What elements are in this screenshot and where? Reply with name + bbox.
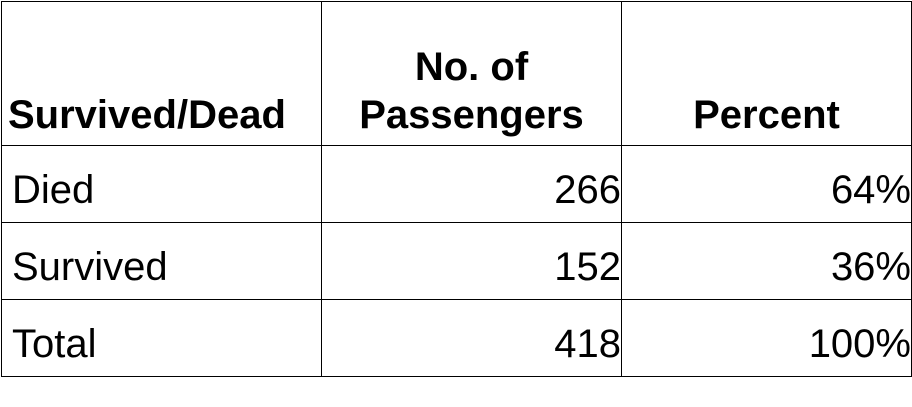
header-no-of-passengers-line2: Passengers bbox=[359, 93, 584, 137]
header-row: Survived/Dead No. of Passengers Percent bbox=[1, 1, 912, 146]
row-percent: 64% bbox=[621, 145, 912, 223]
header-survived-dead: Survived/Dead bbox=[1, 1, 322, 146]
survival-table: Survived/Dead No. of Passengers Percent … bbox=[1, 1, 912, 377]
row-label: Survived bbox=[1, 222, 322, 300]
row-label: Died bbox=[1, 145, 322, 223]
table-row-total: Total 418 100% bbox=[1, 299, 912, 377]
row-label: Total bbox=[1, 299, 322, 377]
row-passengers: 266 bbox=[321, 145, 622, 223]
header-percent: Percent bbox=[621, 1, 912, 146]
row-percent: 36% bbox=[621, 222, 912, 300]
header-no-of-passengers-line1: No. of bbox=[414, 45, 529, 89]
row-passengers: 418 bbox=[321, 299, 622, 377]
table-row-survived: Survived 152 36% bbox=[1, 222, 912, 300]
row-passengers: 152 bbox=[321, 222, 622, 300]
header-no-of-passengers: No. of Passengers bbox=[321, 1, 622, 146]
row-percent: 100% bbox=[621, 299, 912, 377]
table-row-died: Died 266 64% bbox=[1, 145, 912, 223]
